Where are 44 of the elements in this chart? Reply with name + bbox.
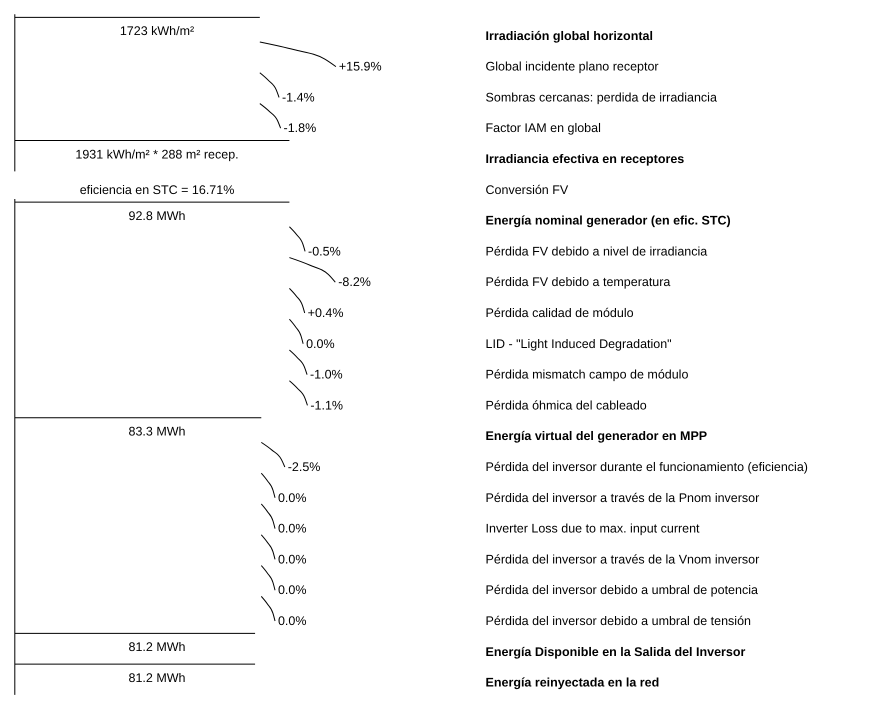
data-label: 1723 kWh/m² [120,24,194,38]
data-label: -1.0% [310,368,343,382]
data-label: 0.0% [278,490,306,505]
category-label: Sombras cercanas: perdida de irradiancia [486,90,717,104]
category-label: Pérdida del inversor debido a umbral de potencia [486,583,758,598]
category-label: Pérdida del inversor a través de la Vnom inversor [486,552,760,566]
data-label: 0.0% [278,614,306,628]
category-label: Energía virtual del generador en MPP [486,429,708,444]
category-label: Factor IAM en global [486,121,601,136]
category-label: Pérdida FV debido a nivel de irradiancia [486,244,708,258]
category-label: Conversión FV [486,182,569,197]
category-label: Pérdida mismatch campo de módulo [486,368,688,382]
data-label: 0.0% [306,336,335,351]
data-label: 81.2 MWh [128,670,186,685]
data-label: -0.5% [308,244,341,258]
data-label: -1.4% [282,90,315,104]
data-label: 0.0% [278,583,306,598]
category-label: Pérdida calidad de módulo [486,306,634,320]
data-label: 83.3 MWh [128,424,186,439]
category-label: Energía Disponible en la Salida del Inversor [486,644,746,659]
category-label: Irradiancia efectiva en receptores [486,152,684,166]
data-label: +0.4% [308,306,344,320]
category-label: Inverter Loss due to max. input current [486,522,700,536]
category-label: LID - "Light Induced Degradation" [486,336,672,351]
data-label: -1.8% [284,121,316,136]
data-label: 92.8 MWh [128,208,186,223]
category-label: Pérdida FV debido a temperatura [486,275,670,290]
data-label: -1.1% [310,398,344,412]
data-label: 0.0% [278,522,306,536]
category-label: Energía reinyectada en la red [486,676,660,690]
category-label: Irradiación global horizontal [486,28,653,43]
data-label: 0.0% [278,552,306,566]
category-label: Global incidente plano receptor [486,60,659,74]
data-label: eficiencia en STC = 16.71% [80,182,234,197]
data-label: -8.2% [338,275,371,290]
data-label: 1931 kWh/m² * 288 m² recep. [75,147,239,162]
data-label: +15.9% [338,60,382,74]
category-label: Pérdida óhmica del cableado [486,398,647,412]
data-label: -2.5% [288,460,320,474]
category-label: Pérdida del inversor debido a umbral de tensión [486,614,752,628]
category-label: Energía nominal generador (en efic. STC) [486,214,731,228]
category-label: Pérdida del inversor durante el funcionamiento (eficiencia) [486,460,808,474]
category-label: Pérdida del inversor a través de la Pnom inversor [486,490,760,505]
data-label: 81.2 MWh [128,640,186,654]
